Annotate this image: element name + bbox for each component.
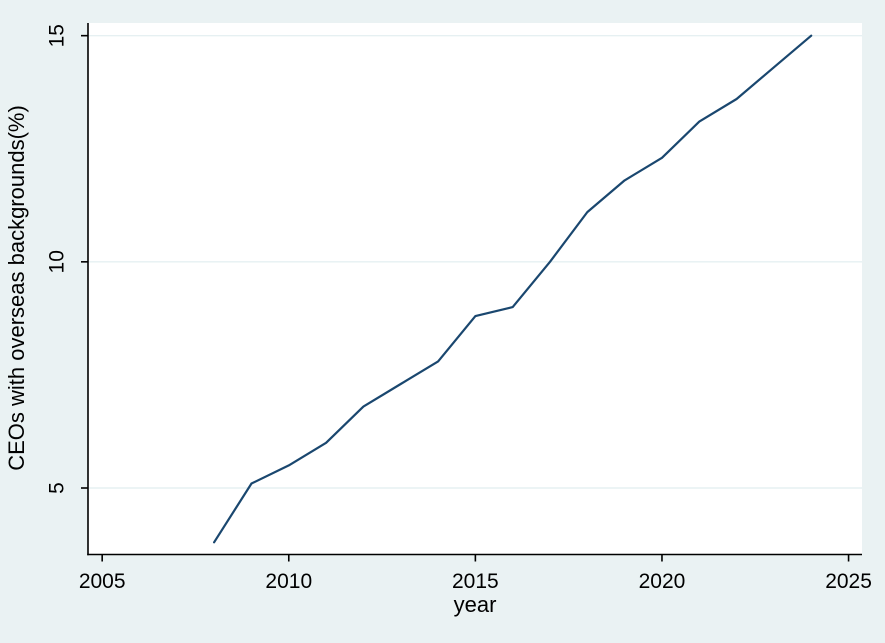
plot-background <box>88 23 862 555</box>
x-tick-label: 2025 <box>825 570 872 593</box>
series-line <box>213 34 813 544</box>
y-tick-label: 5 <box>46 482 69 494</box>
y-axis-title: CEOs with overseas backgrounds(%) <box>4 105 29 471</box>
x-tick-label: 2020 <box>639 570 686 593</box>
y-tick-label: 15 <box>45 24 68 47</box>
y-tick-label: 10 <box>46 250 69 273</box>
plot-area: 5 10 15 2005 2010 2015 2020 2025 <box>45 23 872 593</box>
x-tick-label: 2015 <box>452 570 499 593</box>
x-tick-label: 2010 <box>265 570 312 593</box>
x-axis-title: year <box>454 592 497 617</box>
x-tick-label: 2005 <box>79 570 126 593</box>
